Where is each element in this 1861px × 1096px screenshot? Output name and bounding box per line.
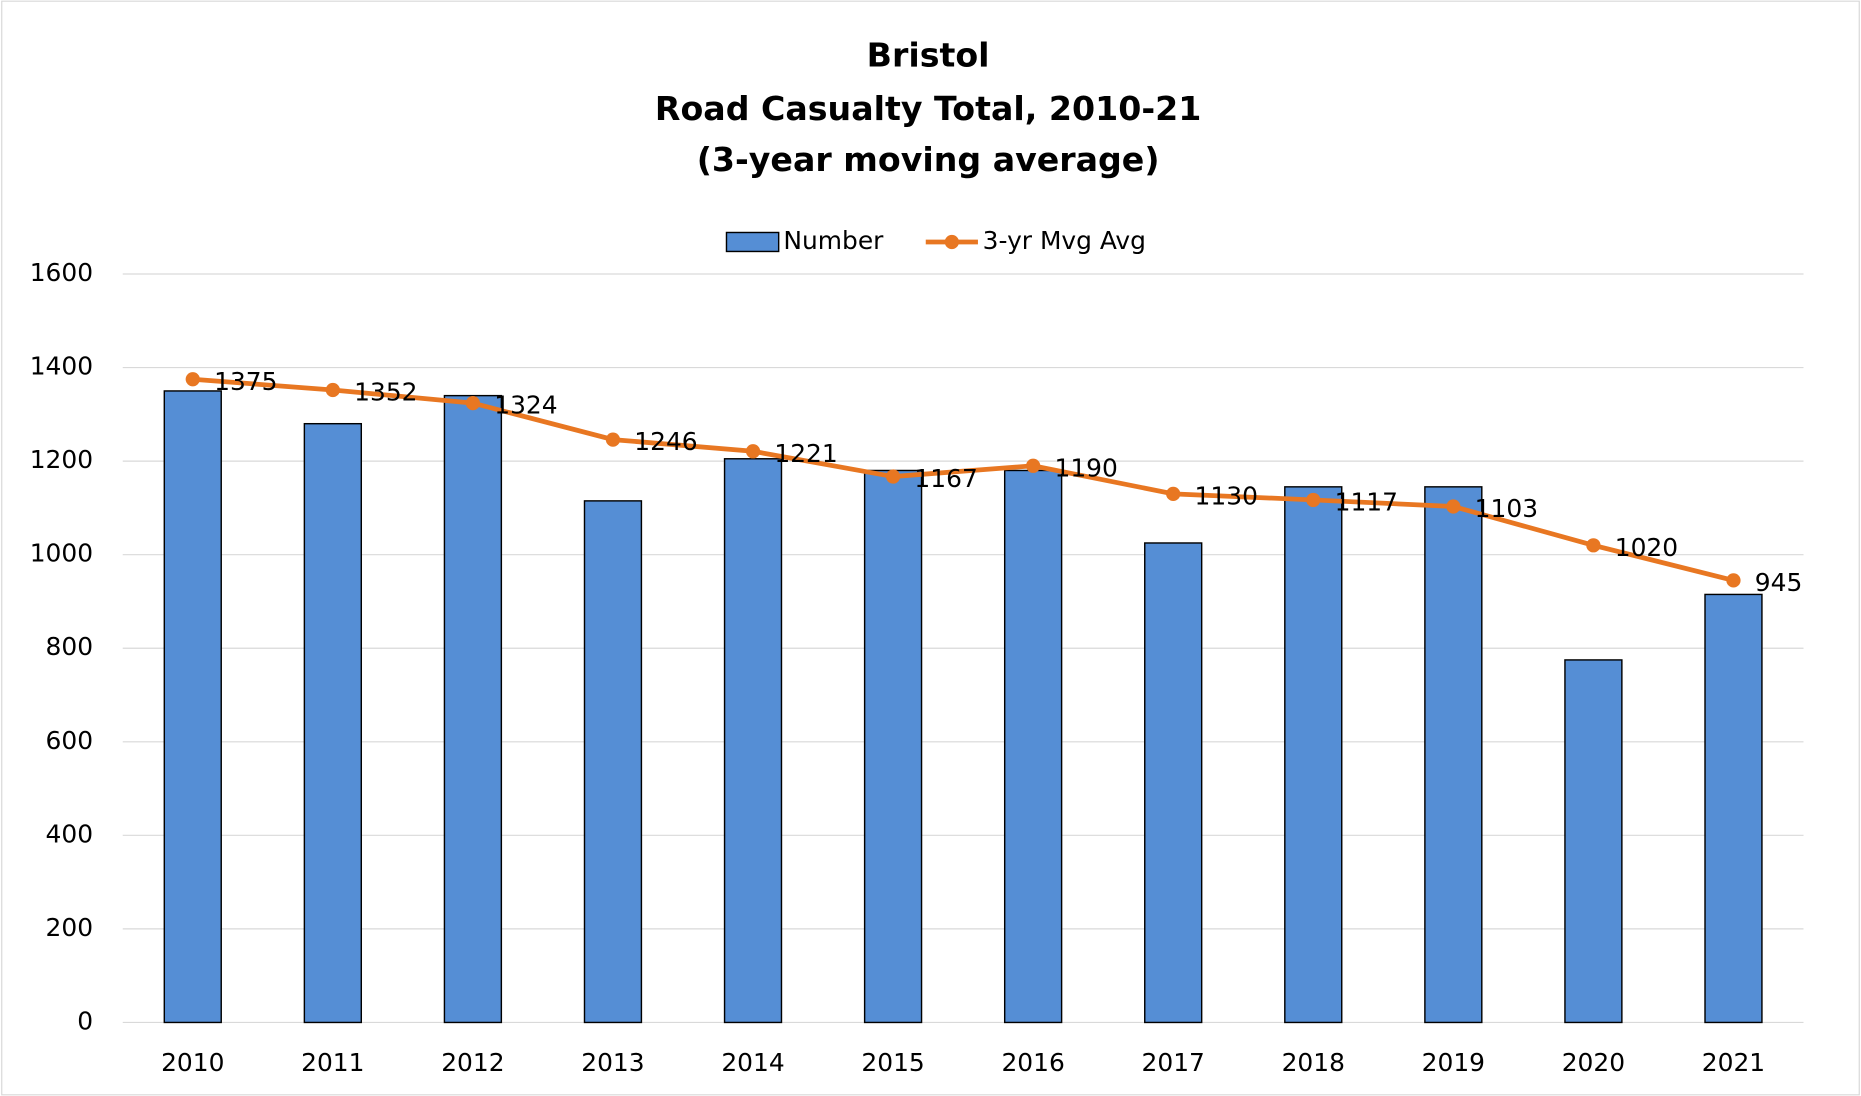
x-tick-label: 2017 (1142, 1048, 1205, 1077)
y-tick-label: 400 (46, 819, 94, 848)
y-tick-label: 200 (46, 913, 94, 942)
data-label: 1020 (1615, 533, 1678, 562)
line-marker (325, 382, 340, 398)
chart-title: (3-year moving average) (697, 140, 1160, 179)
x-tick-label: 2019 (1422, 1048, 1485, 1077)
y-tick-label: 800 (46, 632, 94, 661)
line-marker (1306, 492, 1321, 508)
data-label: 1190 (1055, 453, 1118, 482)
x-tick-label: 2010 (161, 1048, 224, 1077)
x-tick-label: 2016 (1001, 1048, 1064, 1077)
data-label: 1130 (1195, 481, 1258, 510)
line-marker (1726, 573, 1741, 588)
x-tick-label: 2018 (1282, 1048, 1345, 1077)
y-tick-label: 1600 (30, 258, 93, 287)
chart-title: Road Casualty Total, 2010-21 (655, 89, 1201, 128)
bar (443, 394, 503, 1024)
x-tick-label: 2011 (301, 1048, 364, 1077)
line-marker (1166, 486, 1181, 501)
y-tick-label: 600 (46, 726, 94, 755)
line (192, 376, 1735, 583)
x-tick-label: 2020 (1562, 1048, 1625, 1077)
data-label: 1352 (354, 378, 417, 407)
y-tick-label: 1400 (30, 352, 93, 381)
bar (1144, 542, 1203, 1024)
data-label: 1221 (774, 439, 837, 468)
bar (583, 500, 643, 1024)
data-label: 1103 (1475, 494, 1538, 523)
data-label: 1246 (634, 427, 697, 456)
legend-marker (944, 234, 959, 250)
x-tick-label: 2015 (861, 1048, 924, 1077)
data-label: 1167 (914, 464, 977, 493)
bar (1003, 469, 1063, 1024)
bar (723, 458, 783, 1024)
bar (1284, 486, 1343, 1024)
legend-swatch (725, 231, 780, 253)
x-tick-label: 2014 (721, 1048, 784, 1077)
x-tick-label: 2013 (581, 1048, 644, 1077)
x-tick-label: 2021 (1702, 1048, 1765, 1077)
chart-title: Bristol (867, 35, 990, 74)
data-label: 1324 (494, 391, 557, 420)
bar (1704, 593, 1763, 1024)
line-marker (1586, 538, 1601, 553)
bar (1564, 659, 1623, 1024)
data-label: 1375 (214, 367, 277, 396)
bar (163, 390, 222, 1024)
bar (863, 469, 923, 1024)
y-tick-label: 0 (77, 1006, 93, 1035)
legend-label: 3-yr Mvg Avg (983, 226, 1146, 255)
line-marker (885, 469, 901, 484)
line-marker (605, 432, 621, 447)
line-marker (185, 372, 200, 387)
line-marker (1446, 499, 1461, 514)
y-tick-label: 1000 (30, 539, 93, 568)
x-tick-label: 2012 (441, 1048, 504, 1077)
bar (303, 422, 363, 1024)
line-marker (465, 395, 481, 411)
y-tick-label: 1200 (30, 445, 93, 474)
data-label: 1117 (1335, 487, 1398, 516)
line-marker (745, 444, 761, 459)
data-label: 945 (1755, 568, 1803, 597)
bar (1424, 486, 1483, 1024)
legend-label: Number (783, 226, 884, 255)
line-marker (1026, 458, 1041, 473)
